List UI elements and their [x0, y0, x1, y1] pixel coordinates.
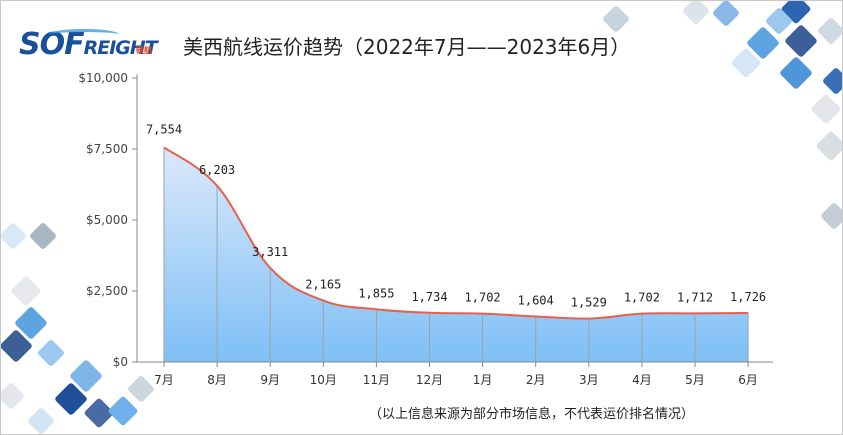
y-tick-label: $7,500 [86, 142, 128, 156]
data-label: 1,734 [411, 290, 447, 304]
x-tick-label: 8月 [207, 373, 227, 387]
source-footnote: （以上信息来源为部分市场信息，不代表运价排名情况） [369, 407, 695, 422]
y-tick-label: $5,000 [86, 213, 128, 227]
data-label: 1,702 [624, 291, 660, 305]
x-tick-label: 4月 [632, 373, 652, 387]
data-label: 1,712 [677, 290, 713, 304]
x-tick-label: 1月 [473, 373, 493, 387]
x-tick-label: 6月 [738, 373, 758, 387]
series-line [163, 146, 749, 320]
chart-title: 美西航线运价趋势（2022年7月——2023年6月） [183, 35, 631, 59]
data-label: 7,554 [146, 122, 182, 136]
y-tick-label: $0 [113, 355, 128, 369]
data-label: 3,311 [252, 245, 288, 259]
data-label: 1,604 [518, 293, 554, 307]
y-tick-label: $10,000 [78, 71, 128, 85]
data-label: 1,529 [571, 296, 607, 310]
data-label: 1,855 [358, 286, 394, 300]
data-label: 2,165 [305, 278, 341, 292]
x-tick-label: 11月 [363, 373, 390, 387]
x-tick-label: 7月 [154, 373, 174, 387]
y-tick-label: $2,500 [86, 284, 128, 298]
x-tick-label: 9月 [260, 373, 280, 387]
x-tick-label: 12月 [416, 373, 443, 387]
x-tick-label: 10月 [310, 373, 337, 387]
data-label: 1,726 [730, 290, 766, 304]
data-label: 6,203 [199, 163, 235, 177]
x-tick-label: 3月 [579, 373, 599, 387]
x-tick-label: 5月 [685, 373, 705, 387]
x-tick-label: 2月 [526, 373, 546, 387]
area-fill [164, 147, 749, 362]
data-label: 1,702 [465, 291, 501, 305]
sofreight-logo: SOFREIGHT 硕航 [19, 27, 158, 62]
